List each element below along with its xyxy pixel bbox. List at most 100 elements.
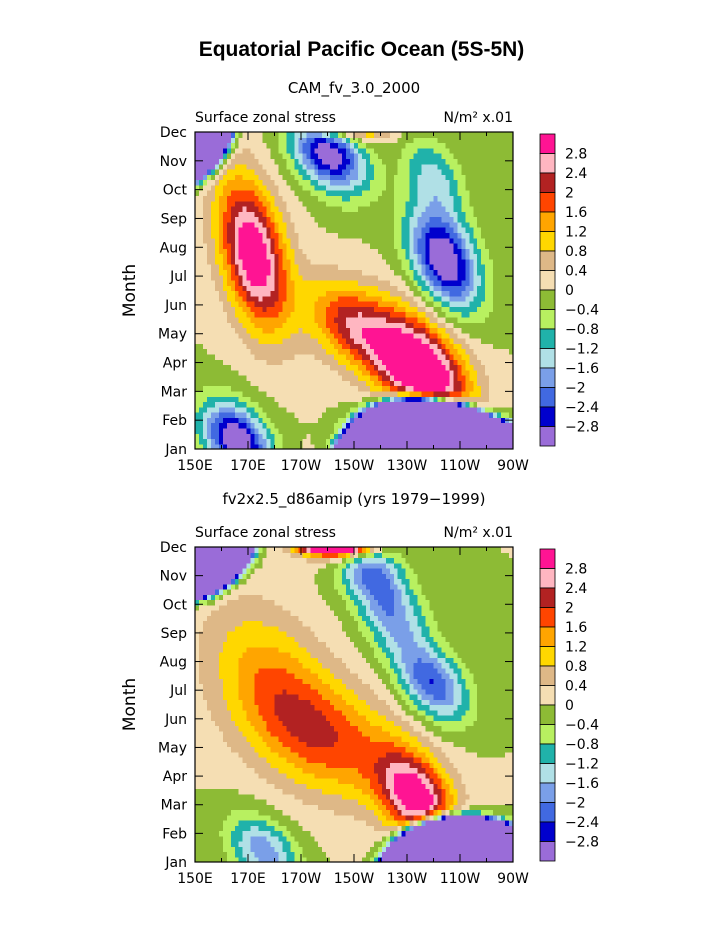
contour-cell <box>421 195 427 202</box>
contour-cell <box>393 285 399 292</box>
contour-cell <box>242 401 248 408</box>
contour-cell <box>338 422 343 429</box>
contour-cell <box>302 332 307 339</box>
contour-cell <box>445 433 451 440</box>
contour-cell <box>465 205 470 212</box>
contour-cell <box>350 385 355 392</box>
contour-cell <box>449 258 454 265</box>
contour-cell <box>389 253 395 260</box>
contour-cell <box>393 237 399 244</box>
contour-cell <box>477 427 482 434</box>
contour-cell <box>401 295 407 302</box>
contour-cell <box>274 163 280 170</box>
contour-cell <box>214 258 220 265</box>
contour-cell <box>294 364 299 371</box>
contour-cell <box>234 137 240 144</box>
contour-cell <box>354 227 359 233</box>
contour-cell <box>210 343 216 350</box>
contour-cell <box>298 311 303 318</box>
contour-cell <box>505 301 510 307</box>
contour-cell <box>238 385 244 392</box>
contour-cell <box>210 301 216 307</box>
contour-cell <box>465 422 470 429</box>
contour-cell <box>350 227 355 233</box>
contour-cell <box>318 184 323 191</box>
contour-cell <box>389 385 395 392</box>
contour-cell <box>206 132 212 138</box>
contour-cell <box>198 433 204 440</box>
contour-cell <box>298 343 303 350</box>
contour-cell <box>365 221 371 228</box>
contour-cell <box>485 427 490 434</box>
contour-cell <box>437 369 443 376</box>
contour-cell <box>473 200 478 207</box>
contour-cell <box>195 401 200 408</box>
contour-cell <box>238 401 244 408</box>
contour-cell <box>385 338 391 344</box>
contour-cell <box>198 751 204 758</box>
contour-cell <box>505 147 510 154</box>
contour-cell <box>465 380 470 387</box>
contour-cell <box>246 316 252 323</box>
contour-cell <box>477 168 482 175</box>
colorbar-swatch <box>539 270 556 291</box>
contour-cell <box>266 200 272 207</box>
contour-cell <box>290 179 295 186</box>
contour-cell <box>354 412 359 418</box>
contour-cell <box>206 306 212 313</box>
contour-cell <box>501 158 506 165</box>
contour-cell <box>226 237 232 244</box>
contour-cell <box>242 369 248 376</box>
contour-cell <box>505 390 510 397</box>
contour-cell <box>302 385 307 392</box>
contour-cell <box>469 211 474 218</box>
contour-cell <box>250 137 256 144</box>
contour-cell <box>354 242 359 249</box>
contour-cell <box>505 369 510 376</box>
contour-cell <box>306 269 311 276</box>
contour-cell <box>326 137 331 144</box>
contour-cell <box>278 269 284 276</box>
contour-cell <box>195 242 200 249</box>
contour-cell <box>429 348 435 355</box>
contour-cell <box>397 290 403 297</box>
contour-cell <box>429 200 435 207</box>
contour-cell <box>489 438 494 445</box>
contour-cell <box>322 153 327 160</box>
contour-cell <box>282 285 288 292</box>
contour-cell <box>461 174 466 181</box>
contour-cell <box>421 438 427 445</box>
contour-cell <box>461 232 466 239</box>
contour-cell <box>266 132 272 138</box>
contour-cell <box>377 264 383 270</box>
contour-cell <box>246 274 252 281</box>
contour-cell <box>493 427 498 434</box>
contour-cell <box>369 200 375 207</box>
contour-cell <box>505 396 510 403</box>
contour-cell <box>453 221 458 228</box>
contour-cell <box>469 316 474 323</box>
contour-cell <box>310 322 315 329</box>
contour-cell <box>266 248 272 255</box>
contour-cell <box>469 232 474 239</box>
contour-cell <box>314 253 319 260</box>
contour-cell <box>322 211 327 218</box>
contour-cell <box>469 406 474 413</box>
contour-cell <box>365 200 371 207</box>
contour-cell <box>413 327 419 334</box>
contour-cell <box>469 438 474 445</box>
contour-cell <box>493 412 498 418</box>
contour-cell <box>350 269 355 276</box>
contour-cell <box>477 285 482 292</box>
contour-cell <box>413 153 419 160</box>
contour-cell <box>330 338 335 344</box>
contour-cell <box>342 412 347 418</box>
contour-cell <box>453 369 458 376</box>
contour-cell <box>509 258 514 265</box>
contour-cell <box>461 248 466 255</box>
contour-cell <box>405 237 411 244</box>
contour-cell <box>501 338 506 344</box>
contour-cell <box>465 221 470 228</box>
contour-cell <box>346 353 351 360</box>
contour-cell <box>318 422 323 429</box>
